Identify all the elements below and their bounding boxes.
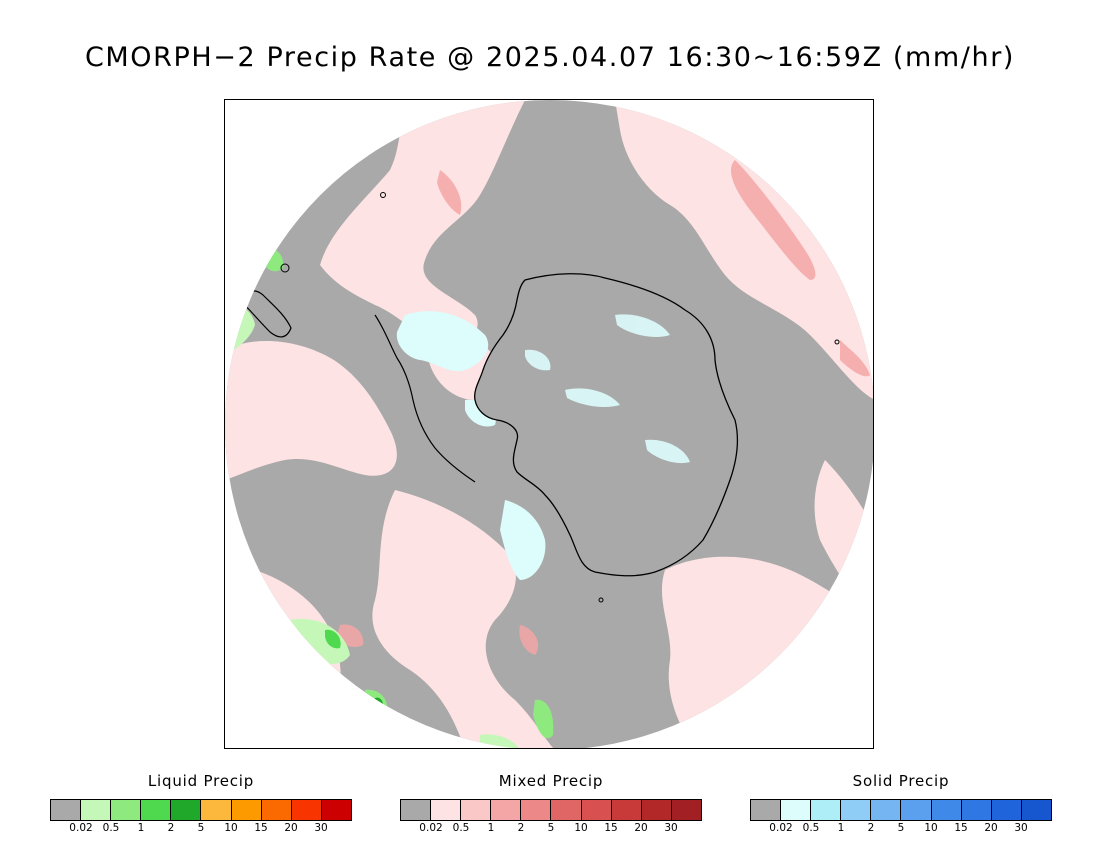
- legend-swatch: [1021, 800, 1051, 820]
- legend-swatch: [231, 800, 262, 820]
- legend-tick-label: 1: [837, 822, 845, 834]
- legend-swatch: [871, 800, 902, 820]
- legend-swatch: [111, 800, 142, 820]
- legend-tick-label: 20: [284, 822, 298, 834]
- mixed-streak-top-right: [730, 160, 816, 280]
- solid-precip-legend: Solid Precip 0.02 0.5 1 2 5 10 15 20 30: [750, 772, 1052, 834]
- legend-tick-label: 10: [224, 822, 238, 834]
- mixed-region-left: [225, 340, 397, 480]
- legend-swatch: [931, 800, 962, 820]
- legend-swatch: [491, 800, 522, 820]
- legend-title: Liquid Precip: [147, 772, 255, 790]
- liquid-core-bottom-left: [325, 629, 341, 649]
- legend-swatch: [201, 800, 232, 820]
- legend-swatch: [291, 800, 322, 820]
- legend-swatch: [581, 800, 612, 820]
- continent-streak-4: [525, 349, 551, 371]
- legend-tick-label: 5: [197, 822, 205, 834]
- legend-tick-label: 2: [867, 822, 875, 834]
- legend-swatch: [171, 800, 202, 820]
- legend-tick-label: 2: [517, 822, 525, 834]
- legend-swatch: [671, 800, 701, 820]
- legend-tick-label: 20: [634, 822, 648, 834]
- mixed-precip-legend: Mixed Precip 0.02 0.5 1 2 5 10 15 20 30: [400, 772, 702, 834]
- antarctic-peninsula-coast: [374, 314, 476, 483]
- mixed-region-lower-center: [372, 490, 555, 748]
- mixed-streak-east: [840, 340, 870, 377]
- legend-swatch: [641, 800, 672, 820]
- legend-tick-label: 0.02: [69, 822, 93, 834]
- island-2: [380, 192, 386, 198]
- legend-swatch: [321, 800, 351, 820]
- solid-region-ross: [500, 500, 546, 580]
- legend-tick-label: 0.02: [769, 822, 793, 834]
- island-4: [598, 597, 604, 603]
- legend-color-bar: [750, 799, 1052, 821]
- legend-tick-label: 1: [487, 822, 495, 834]
- legend-swatch: [461, 800, 492, 820]
- legend-swatch: [901, 800, 932, 820]
- legend-swatch: [261, 800, 292, 820]
- antarctica-outline: [473, 273, 739, 577]
- island-3: [834, 339, 840, 345]
- islands: [280, 192, 840, 603]
- legend-tick-label: 2: [167, 822, 175, 834]
- legend-tick-label: 10: [574, 822, 588, 834]
- mixed-streak-north: [437, 170, 462, 215]
- map-panel: [224, 99, 874, 749]
- legend-tick-label: 5: [547, 822, 555, 834]
- legend-swatch: [811, 800, 842, 820]
- legend-swatch: [81, 800, 112, 820]
- legend-tick-label: 0.5: [452, 822, 470, 834]
- mixed-spot-bottom-center: [519, 625, 539, 655]
- south-america-coast: [239, 290, 292, 338]
- mixed-region-upper: [320, 100, 525, 346]
- legend-swatch: [431, 800, 462, 820]
- continent-streak-2: [565, 388, 620, 408]
- legend-tick-label: 30: [664, 822, 678, 834]
- legend-tick-label: 15: [604, 822, 618, 834]
- legend-tick-label: 0.5: [802, 822, 820, 834]
- solid-region-west-antarctic: [396, 311, 489, 372]
- chart-title: CMORPH−2 Precip Rate @ 2025.04.07 16:30~…: [84, 42, 1016, 73]
- legend-swatch: [521, 800, 552, 820]
- continent-streak-1: [615, 314, 670, 337]
- legend-tick-label: 30: [1014, 822, 1028, 834]
- legend-swatch: [781, 800, 812, 820]
- legend-tick-label: 0.02: [419, 822, 443, 834]
- liquid-precip-legend: Liquid Precip 0.02 0.5 1 2 5 10 15 20 30: [50, 772, 352, 834]
- legend-swatch: [551, 800, 582, 820]
- legend-tick-label: 10: [924, 822, 938, 834]
- legend-tick-label: 1: [137, 822, 145, 834]
- legend-swatch: [51, 800, 82, 820]
- legend-color-bar: [50, 799, 352, 821]
- legend-swatch: [961, 800, 992, 820]
- mixed-region-lower-right: [661, 556, 873, 748]
- island-1: [280, 263, 290, 273]
- legend-swatch: [611, 800, 642, 820]
- legend-tick-label: 15: [954, 822, 968, 834]
- legend-swatch: [991, 800, 1022, 820]
- polar-precip-map: [225, 100, 873, 748]
- continent-streak-3: [645, 439, 690, 464]
- legend-swatch: [141, 800, 172, 820]
- liquid-patch-bottom-center: [533, 699, 554, 739]
- legend-swatch: [751, 800, 782, 820]
- legend-tick-label: 20: [984, 822, 998, 834]
- legend-title: Mixed Precip: [498, 772, 604, 790]
- legend-title: Solid Precip: [852, 772, 950, 790]
- antarctica-solid-streaks: [525, 314, 690, 464]
- legend-tick-label: 30: [314, 822, 328, 834]
- legend-tick-label: 0.5: [102, 822, 120, 834]
- legend-tick-label: 15: [254, 822, 268, 834]
- legend-tick-label: 5: [897, 822, 905, 834]
- legend-swatch: [841, 800, 872, 820]
- legend-color-bar: [400, 799, 702, 821]
- legend-swatch: [401, 800, 432, 820]
